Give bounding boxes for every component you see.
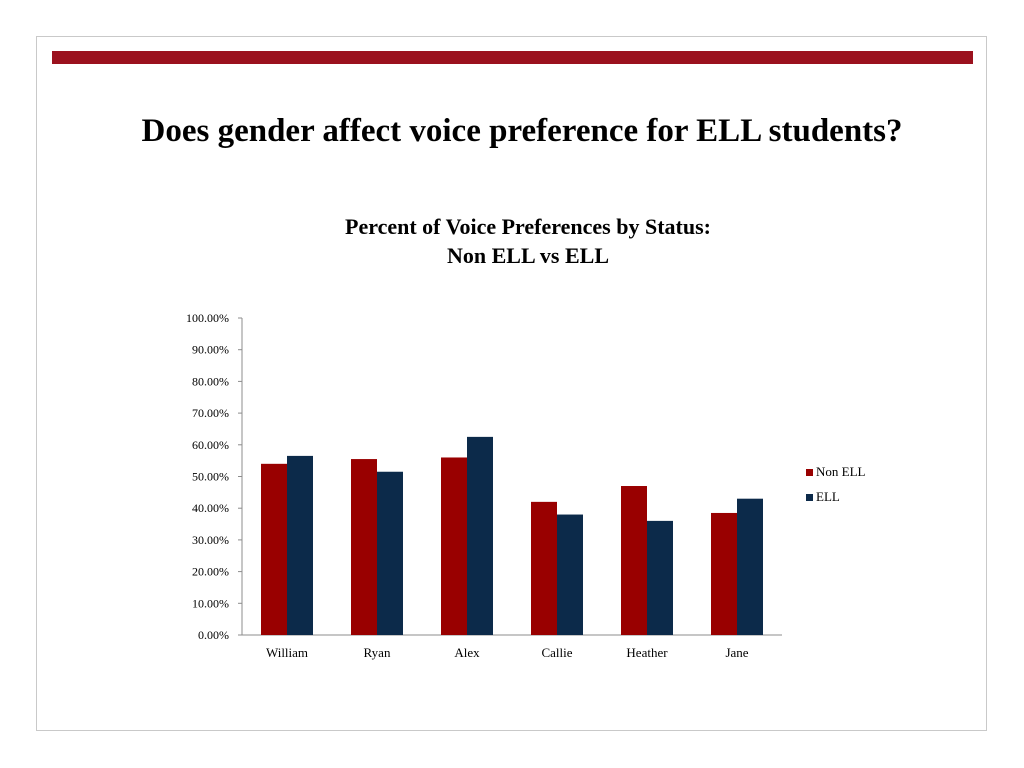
- bar-ell-ryan: [377, 471, 403, 635]
- bar-non-ell-heather: [621, 486, 647, 635]
- legend-label: Non ELL: [816, 464, 866, 479]
- y-tick-label: 60.00%: [192, 438, 229, 452]
- chart-title: Percent of Voice Preferences by Status: …: [0, 212, 1024, 270]
- y-tick-label: 30.00%: [192, 533, 229, 547]
- bar-non-ell-jane: [711, 512, 737, 635]
- chart-title-line-2: Non ELL vs ELL: [446, 243, 609, 268]
- bar-non-ell-ryan: [351, 459, 377, 635]
- bar-non-ell-callie: [531, 501, 557, 635]
- slide-frame: [36, 36, 987, 731]
- x-category-label: Callie: [541, 645, 572, 660]
- slide-title: Does gender affect voice preference for …: [141, 113, 903, 149]
- y-tick-label: 0.00%: [198, 628, 229, 642]
- legend-label: ELL: [816, 489, 840, 504]
- x-category-label: Jane: [725, 645, 748, 660]
- x-category-label: Ryan: [364, 645, 391, 660]
- x-category-label: Heather: [626, 645, 668, 660]
- y-tick-label: 90.00%: [192, 343, 229, 357]
- bar-non-ell-alex: [441, 457, 467, 635]
- accent-bar: [52, 51, 973, 64]
- legend-swatch: [806, 494, 813, 501]
- x-category-label: William: [266, 645, 308, 660]
- bar-non-ell-william: [261, 463, 287, 635]
- y-tick-label: 80.00%: [192, 374, 229, 388]
- bar-ell-jane: [737, 498, 763, 635]
- y-tick-label: 20.00%: [192, 565, 229, 579]
- bar-ell-heather: [647, 520, 673, 635]
- y-tick-label: 40.00%: [192, 501, 229, 515]
- y-tick-label: 10.00%: [192, 596, 229, 610]
- chart-title-line-1: Percent of Voice Preferences by Status:: [345, 214, 711, 239]
- bar-ell-alex: [467, 436, 493, 635]
- legend-swatch: [806, 469, 813, 476]
- x-category-label: Alex: [454, 645, 480, 660]
- bar-ell-william: [287, 455, 313, 635]
- y-tick-label: 100.00%: [186, 311, 229, 325]
- bar-ell-callie: [557, 514, 583, 635]
- y-tick-label: 70.00%: [192, 406, 229, 420]
- y-tick-label: 50.00%: [192, 470, 229, 484]
